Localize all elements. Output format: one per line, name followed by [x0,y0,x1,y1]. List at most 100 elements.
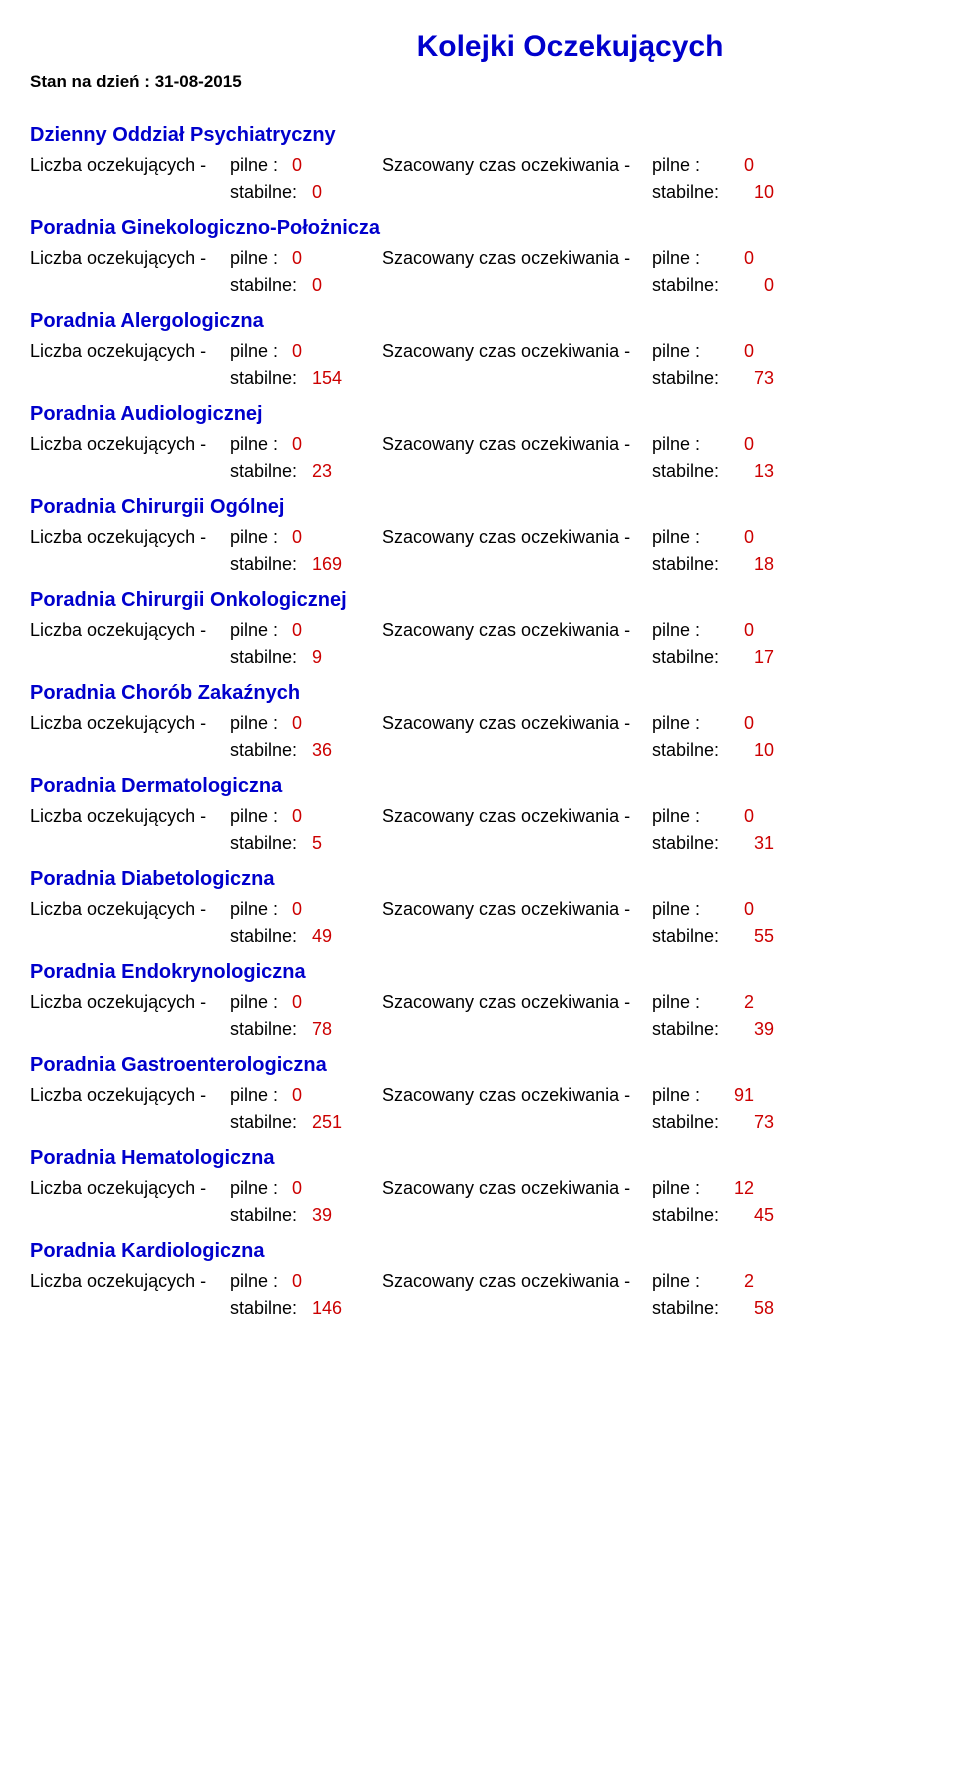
pilne-label: pilne : [652,806,714,827]
waiting-count-label: Liczba oczekujących - [30,155,230,176]
time-pilne-value: 2 [714,992,754,1013]
est-time-label: Szacowany czas oczekiwania - [382,1178,652,1199]
pilne-label: pilne : [230,248,292,269]
waiting-count-label: Liczba oczekujących - [30,434,230,455]
department-name: Poradnia Dermatologiczna [30,775,930,798]
department-name: Poradnia Chorób Zakaźnych [30,682,930,705]
department-name: Poradnia Gastroenterologiczna [30,1054,930,1077]
count-stabilne-value: 169 [312,554,352,575]
time-pilne-value: 0 [714,155,754,176]
department-name: Poradnia Endokrynologiczna [30,961,930,984]
est-time-label: Szacowany czas oczekiwania - [382,1271,652,1292]
pilne-label: pilne : [230,806,292,827]
count-pilne-value: 0 [292,620,352,641]
stabilne-label: stabilne: [652,461,734,482]
stabilne-label: stabilne: [230,182,312,203]
stabilne-label: stabilne: [652,368,734,389]
count-stabilne-value: 251 [312,1112,352,1133]
pilne-label: pilne : [230,899,292,920]
department-name: Dzienny Oddział Psychiatryczny [30,124,930,147]
row-pilne: Liczba oczekujących - pilne :0Szacowany … [30,155,930,176]
count-stabilne-value: 23 [312,461,352,482]
stabilne-label: stabilne: [652,833,734,854]
time-stabilne-value: 45 [734,1205,774,1226]
pilne-label: pilne : [652,620,714,641]
pilne-label: pilne : [652,1271,714,1292]
waiting-count-label: Liczba oczekujących - [30,1271,230,1292]
department-name: Poradnia Kardiologiczna [30,1240,930,1263]
pilne-label: pilne : [230,992,292,1013]
stabilne-label: stabilne: [652,1019,734,1040]
pilne-label: pilne : [652,1178,714,1199]
department-block: Poradnia AlergologicznaLiczba oczekujący… [30,310,930,389]
row-stabilne: stabilne:23stabilne:13 [30,461,930,482]
pilne-label: pilne : [652,992,714,1013]
count-pilne-value: 0 [292,248,352,269]
est-time-label: Szacowany czas oczekiwania - [382,1085,652,1106]
stabilne-label: stabilne: [230,461,312,482]
stabilne-label: stabilne: [230,275,312,296]
time-pilne-value: 2 [714,1271,754,1292]
stabilne-label: stabilne: [230,833,312,854]
time-stabilne-value: 13 [734,461,774,482]
est-time-label: Szacowany czas oczekiwania - [382,434,652,455]
page-title: Kolejki Oczekujących [210,30,930,64]
count-pilne-value: 0 [292,713,352,734]
stabilne-label: stabilne: [652,554,734,575]
pilne-label: pilne : [230,1271,292,1292]
row-pilne: Liczba oczekujących - pilne : 0 Szacowany … [30,1178,930,1199]
count-pilne-value: 0 [292,155,352,176]
stabilne-label: stabilne: [230,1112,312,1133]
pilne-label: pilne : [652,899,714,920]
pilne-label: pilne : [230,713,292,734]
stabilne-label: stabilne: [230,1205,312,1226]
stabilne-label: stabilne: [230,647,312,668]
stabilne-label: stabilne: [652,1205,734,1226]
row-stabilne: stabilne:146stabilne:58 [30,1298,930,1319]
row-stabilne: stabilne:9stabilne:17 [30,647,930,668]
row-pilne: Liczba oczekujących - pilne :0Szacowany … [30,1271,930,1292]
waiting-count-label: Liczba oczekujących - [30,620,230,641]
est-time-label: Szacowany czas oczekiwania - [382,713,652,734]
pilne-label: pilne : [652,341,714,362]
time-pilne-value: 91 [714,1085,754,1106]
waiting-count-label: Liczba oczekujących - [30,1178,230,1199]
time-stabilne-value: 10 [734,182,774,203]
department-block: Poradnia GastroenterologicznaLiczba ocze… [30,1054,930,1133]
count-pilne-value: 0 [292,992,352,1013]
est-time-label: Szacowany czas oczekiwania - [382,899,652,920]
department-name: Poradnia Audiologicznej [30,403,930,426]
est-time-label: Szacowany czas oczekiwania - [382,248,652,269]
stabilne-label: stabilne: [230,554,312,575]
department-block: Poradnia DiabetologicznaLiczba oczekując… [30,868,930,947]
stabilne-label: stabilne: [230,1019,312,1040]
pilne-label: pilne : [652,713,714,734]
row-pilne: Liczba oczekujących - pilne :0 Szacowany … [30,248,930,269]
count-pilne-value: 0 [292,1178,352,1199]
row-pilne: Liczba oczekujących - pilne :0Szacowany … [30,713,930,734]
department-block: Poradnia Chirurgii OgólnejLiczba oczekuj… [30,496,930,575]
department-block: Poradnia Chorób Zakaźnych Liczba oczekują… [30,682,930,761]
department-name: Poradnia Chirurgii Onkologicznej [30,589,930,612]
row-stabilne: stabilne:0stabilne:10 [30,182,930,203]
row-stabilne: stabilne:78stabilne:39 [30,1019,930,1040]
status-date-value: 31-08-2015 [155,72,242,91]
waiting-count-label: Liczba oczekujących - [30,248,230,269]
est-time-label: Szacowany czas oczekiwania - [382,992,652,1013]
department-block: Poradnia Chirurgii Onkologicznej Liczba o… [30,589,930,668]
est-time-label: Szacowany czas oczekiwania - [382,341,652,362]
time-pilne-value: 0 [714,527,754,548]
row-stabilne: stabilne:5stabilne:31 [30,833,930,854]
count-pilne-value: 0 [292,434,352,455]
count-stabilne-value: 78 [312,1019,352,1040]
pilne-label: pilne : [230,341,292,362]
row-stabilne: stabilne:0stabilne:0 [30,275,930,296]
pilne-label: pilne : [230,155,292,176]
waiting-count-label: Liczba oczekujących - [30,899,230,920]
time-stabilne-value: 58 [734,1298,774,1319]
department-block: Dzienny Oddział Psychiatryczny Liczba ocz… [30,124,930,203]
waiting-count-label: Liczba oczekujących - [30,341,230,362]
status-date: Stan na dzień : 31-08-2015 [30,72,930,92]
count-stabilne-value: 154 [312,368,352,389]
department-name: Poradnia Ginekologiczno-Położnicza [30,217,930,240]
